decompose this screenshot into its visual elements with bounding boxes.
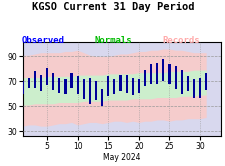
Text: Observed: Observed	[21, 36, 64, 45]
Bar	[52, 73, 54, 90]
X-axis label: May 2024: May 2024	[103, 153, 140, 163]
Bar	[40, 75, 42, 91]
Bar	[180, 70, 182, 94]
Bar	[46, 68, 48, 85]
Bar	[162, 59, 164, 81]
Bar	[58, 78, 60, 93]
Bar	[155, 63, 158, 84]
Text: KGSO Current 31 Day Period: KGSO Current 31 Day Period	[32, 2, 194, 12]
Bar	[27, 78, 30, 88]
Bar	[82, 79, 85, 99]
Bar	[88, 78, 91, 104]
Bar	[192, 79, 194, 98]
Bar	[137, 79, 139, 93]
Bar	[131, 78, 133, 95]
Bar	[168, 64, 170, 84]
Bar	[107, 76, 109, 96]
Text: Records: Records	[161, 36, 199, 45]
Bar	[76, 76, 78, 94]
Bar	[70, 73, 72, 88]
Text: Normals: Normals	[94, 36, 131, 45]
Bar	[34, 71, 36, 88]
Bar	[186, 76, 188, 91]
Bar	[174, 66, 176, 89]
Bar	[204, 73, 206, 90]
Bar	[64, 79, 66, 94]
Bar	[125, 75, 127, 93]
Bar	[113, 79, 115, 94]
Bar	[198, 78, 200, 98]
Bar	[119, 75, 121, 91]
Bar	[101, 89, 103, 106]
Bar	[94, 81, 97, 100]
Bar	[21, 81, 24, 94]
Bar	[149, 64, 151, 84]
Bar	[143, 70, 145, 86]
